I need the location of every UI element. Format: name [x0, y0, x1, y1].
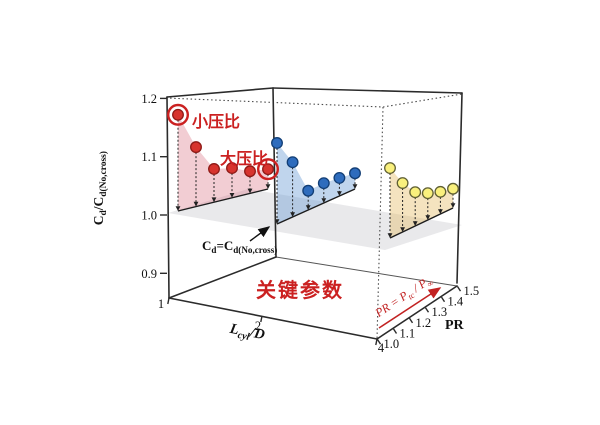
z-tick-label: 1.1: [141, 150, 157, 164]
stem-arrowhead: [450, 203, 456, 208]
x-tick: [260, 315, 263, 323]
pr-tick: [424, 307, 430, 313]
box-edge-top-back: [272, 87, 463, 94]
data-point: [396, 177, 409, 189]
z-tick-label: 1.2: [141, 92, 157, 106]
series-baseline: [276, 188, 356, 225]
x-tick-label: 4: [378, 341, 385, 355]
pr-axis-title: PR: [445, 318, 464, 333]
series-baseline: [177, 188, 269, 212]
highlight-ring: [257, 158, 280, 181]
box-edge-back-left-vertical: [272, 87, 277, 258]
annotation-key-parameters: 关键参数: [256, 280, 344, 302]
box-edge-front-right-vertical: [376, 106, 384, 340]
stem-arrowhead: [211, 197, 217, 203]
data-point: [172, 108, 184, 121]
data-point: [409, 186, 422, 199]
box-edge-top-right: [382, 93, 463, 108]
stem-arrowhead: [337, 191, 342, 196]
pr-tick-label: 1.5: [464, 284, 480, 298]
data-point: [262, 163, 274, 176]
pr-direction-arrow: [378, 287, 442, 329]
box-solid-edges: [166, 87, 463, 340]
data-point: [333, 171, 346, 184]
stem-arrowhead: [229, 193, 235, 198]
data-point: [190, 141, 202, 154]
stem-arrowhead: [247, 188, 253, 194]
x-tick-label: 1: [158, 297, 164, 311]
data-point: [226, 162, 238, 175]
stem-arrowhead: [400, 227, 405, 232]
data-point: [421, 187, 434, 200]
plane-annotation-arrow: [249, 226, 271, 242]
z-axis-title: Cd/Cd(No,cross): [90, 151, 110, 226]
x-tick: [167, 297, 170, 305]
data-point: [384, 162, 396, 174]
box-back-edges: [165, 93, 463, 340]
pr-tick: [440, 296, 446, 303]
box-edge-bottom-left: [168, 256, 277, 299]
z-tick-label: 1.0: [141, 209, 157, 223]
pr-tick-label: 1.4: [448, 295, 464, 309]
data-point: [349, 167, 361, 180]
data-point: [434, 185, 447, 198]
pr-tick-label: 1.0: [384, 337, 400, 351]
pr-tick: [456, 286, 462, 292]
data-point: [271, 137, 283, 149]
x-tick-label: 2: [255, 319, 261, 333]
series-stems: [175, 119, 456, 238]
stem-arrowhead: [438, 209, 443, 214]
stem-arrowhead: [352, 184, 358, 189]
pr-tick: [376, 339, 382, 345]
series-baseline: [389, 207, 454, 239]
stem-arrowhead: [387, 233, 393, 238]
data-point: [208, 163, 220, 175]
annotation-large-pressure-ratio: 大压比: [220, 151, 269, 168]
series-wall: [277, 143, 355, 224]
data-point: [447, 182, 459, 195]
highlight-ring: [166, 103, 189, 126]
data-point: [244, 165, 256, 178]
data-point: [317, 177, 330, 190]
stem-arrowhead: [175, 206, 181, 211]
x-tick: [375, 338, 378, 346]
annotation-small-pressure-ratio: 小压比: [192, 114, 241, 131]
data-point: [302, 184, 315, 197]
box-edge-top-front: [165, 97, 384, 108]
box-edge-back-right-vertical: [456, 92, 463, 284]
pr-tick-label: 1.3: [432, 305, 448, 319]
box-edge-bottom-back: [275, 256, 458, 287]
stem-arrowhead: [305, 205, 311, 210]
x-axis-line: [168, 297, 378, 340]
pr-tick-label: 1.2: [416, 316, 432, 330]
pr-tick-label: 1.1: [400, 326, 416, 340]
z-axis-line: [166, 96, 170, 299]
stem-arrowhead: [321, 198, 327, 203]
pr-axis-line: [376, 285, 458, 340]
z-tick-label: 0.9: [141, 267, 157, 281]
data-points: [166, 103, 459, 200]
stem-arrowhead: [193, 201, 199, 207]
box-edge-top-left: [166, 87, 274, 98]
data-point: [286, 156, 299, 169]
pr-tick: [392, 328, 398, 334]
pr-tick: [408, 317, 414, 324]
series-wall: [178, 114, 268, 211]
stem-arrowhead: [412, 221, 418, 226]
reference-plane-label: Cd=Cd(No,cross): [202, 238, 278, 256]
stem-arrowhead: [425, 215, 431, 220]
stem-arrowhead: [265, 184, 271, 189]
stem-arrowhead: [290, 212, 295, 217]
